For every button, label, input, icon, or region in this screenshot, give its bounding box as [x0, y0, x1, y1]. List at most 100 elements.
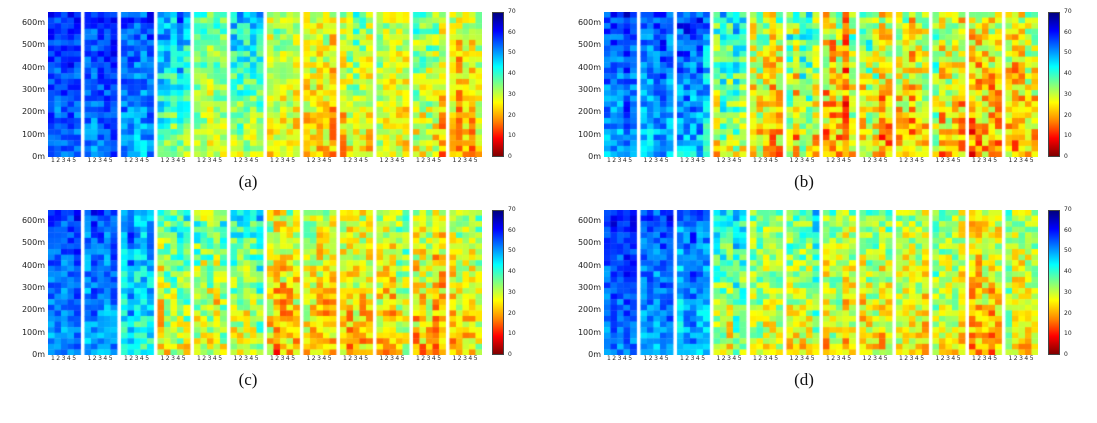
- y-tick-label: 200m: [21, 305, 45, 315]
- x-tick-label: 12345: [342, 157, 370, 164]
- y-tick-label: 200m: [577, 305, 601, 315]
- x-tick-label: 12345: [789, 355, 817, 362]
- y-tick-label: 500m: [577, 40, 601, 50]
- colorbar-c: 70 60 50 40 30 20 10 0: [492, 206, 522, 358]
- x-tick-label: 12345: [269, 355, 297, 362]
- plot-area-d: 12345 12345 12345 12345 12345 12345 12345 12345…: [604, 210, 1038, 362]
- colorbar-tick-label: 30: [1064, 288, 1072, 296]
- colorbar-tick-label: 10: [508, 132, 516, 140]
- panel-b: 600m 500m 400m 300m 200m 100m 0m 12345 12345 123…: [570, 8, 1076, 192]
- x-tick-label: 12345: [415, 157, 443, 164]
- x-tick-label: 12345: [50, 157, 78, 164]
- x-tick-label: 12345: [971, 355, 999, 362]
- x-tick-label: 12345: [862, 157, 890, 164]
- colorbar-gradient-b: [1048, 12, 1060, 157]
- x-axis-d: 12345 12345 12345 12345 12345 12345 12345 12345…: [604, 356, 1038, 362]
- x-axis-c: 12345 12345 12345 12345 12345 12345 12345 12345…: [48, 356, 482, 362]
- y-tick-label: 600m: [577, 18, 601, 28]
- y-tick-label: 600m: [577, 216, 601, 226]
- x-tick-label: 12345: [716, 157, 744, 164]
- x-tick-label: 12345: [752, 157, 780, 164]
- x-tick-label: 12345: [342, 355, 370, 362]
- colorbar-tick-label: 10: [1064, 330, 1072, 338]
- x-tick-label: 12345: [679, 157, 707, 164]
- colorbar-gradient-c: [492, 210, 504, 355]
- plot-area-b: 12345 12345 12345 12345 12345 12345 12345 12345…: [604, 12, 1038, 164]
- y-axis-d: 600m 500m 400m 300m 200m 100m 0m: [570, 210, 604, 359]
- x-tick-label: 12345: [971, 157, 999, 164]
- x-axis-a: 12345 12345 12345 12345 12345 12345 12345 12345…: [48, 158, 482, 164]
- x-tick-label: 12345: [50, 355, 78, 362]
- colorbar-a: 70 60 50 40 30 20 10 0: [492, 9, 522, 160]
- colorbar-d: 70 60 50 40 30 20 10 0: [1048, 206, 1078, 358]
- y-axis-c: 600m 500m 400m 300m 200m 100m 0m: [14, 210, 48, 359]
- y-tick-label: 500m: [21, 238, 45, 248]
- x-tick-label: 12345: [898, 355, 926, 362]
- colorbar-tick-label: 50: [508, 247, 516, 255]
- colorbar-tick-label: 40: [1064, 70, 1072, 78]
- x-tick-label: 12345: [379, 355, 407, 362]
- colorbar-tick-label: 70: [1064, 8, 1072, 15]
- colorbar-tick-label: 20: [508, 111, 516, 119]
- y-tick-label: 600m: [21, 18, 45, 28]
- colorbar-tick-label: 70: [508, 206, 516, 213]
- colorbar-tick-label: 10: [508, 330, 516, 338]
- panel-caption-c: (c): [238, 370, 258, 389]
- colorbar-tick-label: 60: [1064, 226, 1072, 234]
- panel-d: 600m 500m 400m 300m 200m 100m 0m 12345 12345 123…: [570, 206, 1078, 390]
- x-tick-label: 12345: [643, 355, 671, 362]
- x-tick-label: 12345: [606, 355, 634, 362]
- x-tick-label: 12345: [196, 157, 224, 164]
- y-tick-label: 100m: [577, 327, 601, 337]
- colorbar-tick-label: 60: [508, 28, 516, 36]
- panel-caption-d: (d): [794, 370, 814, 389]
- colorbar-tick-label: 40: [508, 268, 516, 276]
- x-tick-label: 12345: [160, 355, 188, 362]
- colorbar-tick-label: 70: [1064, 206, 1072, 213]
- colorbar-tick-label: 30: [508, 288, 516, 296]
- x-tick-label: 12345: [752, 355, 780, 362]
- plot-area-c: 12345 12345 12345 12345 12345 12345 12345 12345…: [48, 210, 482, 362]
- y-tick-label: 100m: [21, 129, 45, 139]
- y-tick-label: 200m: [577, 107, 601, 117]
- x-tick-label: 12345: [123, 157, 151, 164]
- y-tick-label: 0m: [588, 152, 601, 161]
- y-tick-label: 500m: [21, 40, 45, 50]
- colorbar-gradient-d: [1048, 210, 1060, 355]
- x-tick-label: 12345: [452, 157, 480, 164]
- heatmap-canvas-c: [48, 210, 482, 355]
- colorbar-tick-label: 50: [508, 49, 516, 57]
- y-tick-label: 100m: [21, 327, 45, 337]
- y-tick-label: 0m: [588, 350, 601, 359]
- x-tick-label: 12345: [123, 355, 151, 362]
- y-tick-label: 300m: [577, 283, 601, 293]
- panel-caption-b: (b): [794, 172, 814, 191]
- y-tick-label: 400m: [21, 62, 45, 72]
- y-tick-label: 400m: [577, 62, 601, 72]
- colorbar-tick-label: 50: [1064, 247, 1072, 255]
- x-tick-label: 12345: [379, 157, 407, 164]
- y-tick-label: 0m: [32, 350, 45, 359]
- colorbar-tick-label: 10: [1064, 132, 1072, 140]
- panel-c: 600m 500m 400m 300m 200m 100m 0m 12345 12345 123…: [14, 206, 522, 390]
- x-tick-label: 12345: [233, 157, 261, 164]
- colorbar-tick-label: 20: [1064, 309, 1072, 317]
- x-tick-label: 12345: [789, 157, 817, 164]
- x-tick-label: 12345: [233, 355, 261, 362]
- colorbar-tick-label: 0: [508, 153, 512, 160]
- colorbar-tick-label: 0: [1064, 153, 1068, 160]
- panel-caption-a: (a): [238, 172, 258, 191]
- y-tick-label: 0m: [32, 152, 45, 161]
- colorbar-tick-label: 30: [508, 90, 516, 98]
- colorbar-tick-label: 40: [1064, 268, 1072, 276]
- y-axis-a: 600m 500m 400m 300m 200m 100m 0m: [14, 12, 48, 161]
- x-tick-label: 12345: [160, 157, 188, 164]
- y-tick-label: 400m: [577, 260, 601, 270]
- panel-a: 600m 500m 400m 300m 200m 100m 0m 12345 12345 123…: [14, 9, 522, 192]
- x-tick-label: 12345: [898, 157, 926, 164]
- colorbar-tick-label: 60: [508, 226, 516, 234]
- x-tick-label: 12345: [862, 355, 890, 362]
- y-axis-b: 600m 500m 400m 300m 200m 100m 0m: [570, 12, 604, 161]
- colorbar-tick-label: 60: [1064, 28, 1072, 36]
